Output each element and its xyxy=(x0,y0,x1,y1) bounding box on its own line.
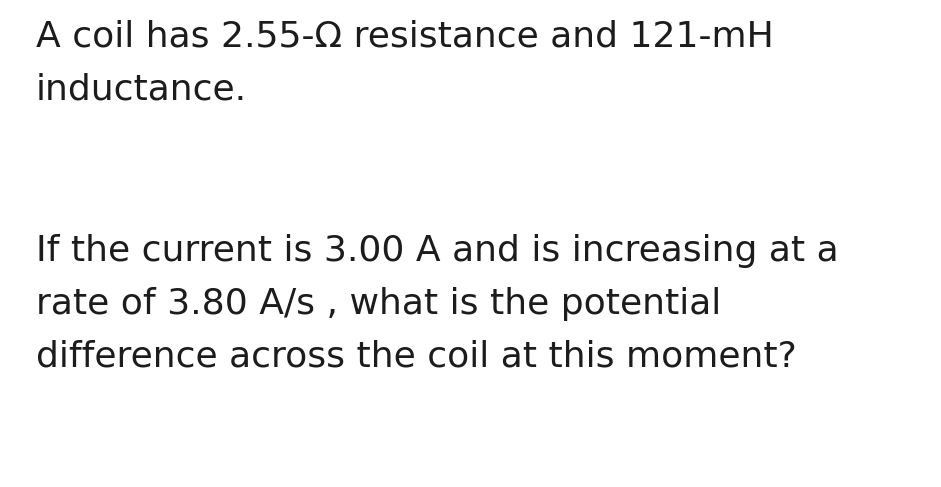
Text: If the current is 3.00 A and is increasing at a
rate of 3.80 A/s , what is the p: If the current is 3.00 A and is increasi… xyxy=(36,234,838,374)
Text: A coil has 2.55-Ω resistance and 121-mH
inductance.: A coil has 2.55-Ω resistance and 121-mH … xyxy=(36,19,774,106)
